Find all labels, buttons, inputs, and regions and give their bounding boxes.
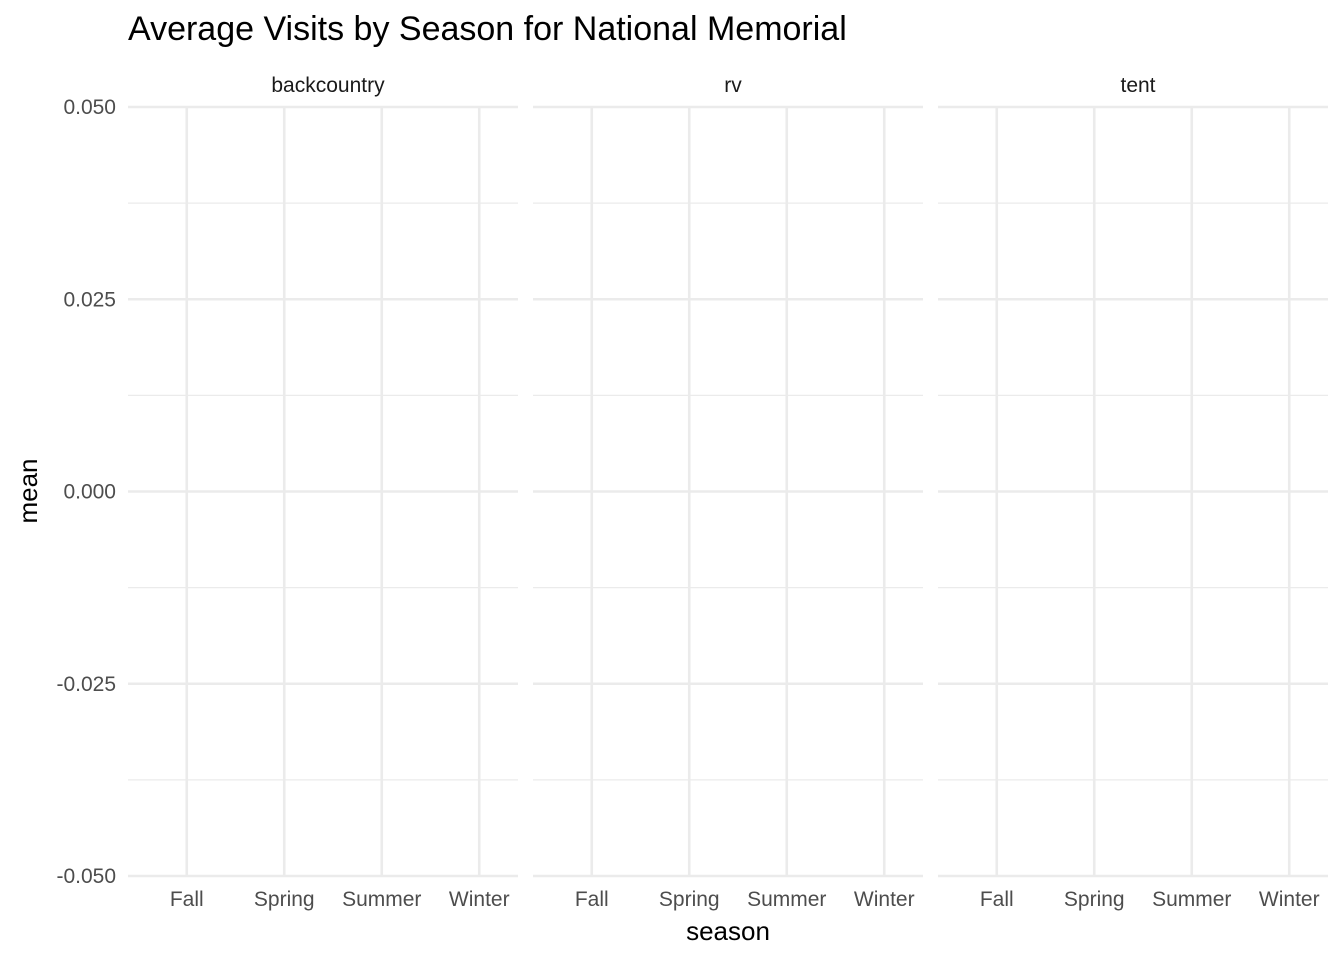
x-axis-title: season	[686, 916, 770, 946]
chart-title: Average Visits by Season for National Me…	[128, 10, 847, 48]
x-tick-label: Summer	[747, 888, 826, 911]
facet-strip-label: backcountry	[271, 74, 385, 97]
x-tick-label: Spring	[1064, 888, 1125, 911]
facet-strip-label: rv	[724, 74, 742, 97]
facet-panel-backcountry: Fall Spring Summer Winter backcountry	[128, 74, 518, 911]
x-tick-label: Summer	[342, 888, 421, 911]
facet-panel-tent: Fall Spring Summer Winter tent	[938, 74, 1328, 911]
x-tick-label: Fall	[980, 888, 1014, 911]
facet-panels: Fall Spring Summer Winter backcountry Fall Spr…	[128, 74, 1328, 911]
x-tick-label: Winter	[449, 888, 510, 911]
y-tick-label: 0.025	[63, 288, 116, 311]
x-tick-label: Summer	[1152, 888, 1231, 911]
facet-strip-label: tent	[1120, 74, 1155, 97]
x-tick-label: Fall	[575, 888, 609, 911]
y-axis: 0.050 0.025 0.000 -0.025 -0.050	[56, 96, 116, 888]
x-tick-label: Spring	[659, 888, 720, 911]
y-tick-label: 0.000	[63, 481, 116, 504]
facet-panel-rv: Fall Spring Summer Winter rv	[533, 74, 923, 911]
y-tick-label: -0.025	[56, 673, 116, 696]
y-tick-label: 0.050	[63, 96, 116, 119]
x-tick-label: Fall	[170, 888, 204, 911]
x-tick-label: Winter	[854, 888, 915, 911]
x-tick-label: Winter	[1259, 888, 1320, 911]
x-tick-label: Spring	[254, 888, 315, 911]
y-axis-title: mean	[13, 458, 43, 523]
y-tick-label: -0.050	[56, 865, 116, 888]
